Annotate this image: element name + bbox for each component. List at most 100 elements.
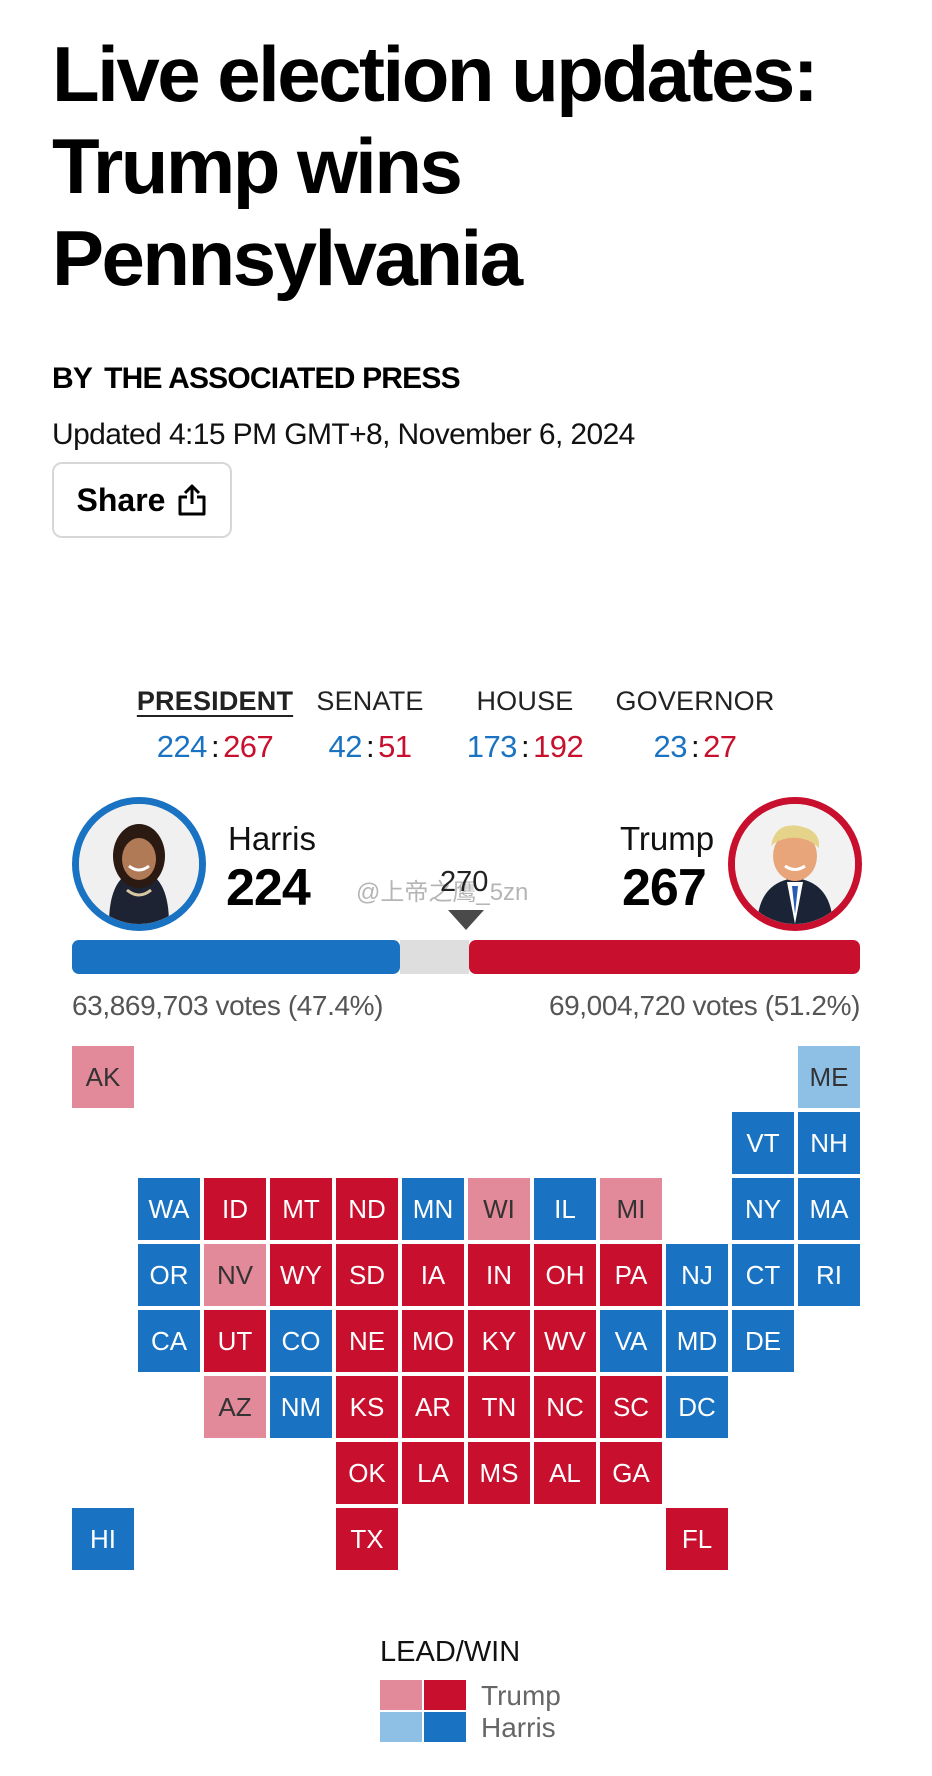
race-tabs: PRESIDENT 224:267 SENATE 42:51 HOUSE 173… — [130, 686, 810, 776]
state-tile-wv[interactable]: WV — [534, 1310, 596, 1372]
tab-house[interactable]: HOUSE 173:192 — [440, 686, 610, 765]
threshold-label: 270 — [440, 866, 489, 898]
state-tile-ia[interactable]: IA — [402, 1244, 464, 1306]
trump-name: Trump — [620, 820, 715, 857]
legend-title: LEAD/WIN — [380, 1636, 521, 1668]
state-tile-wy[interactable]: WY — [270, 1244, 332, 1306]
uncalled-bar-segment — [400, 940, 469, 974]
dem-count: 42 — [328, 729, 362, 764]
state-tile-ny[interactable]: NY — [732, 1178, 794, 1240]
state-tile-ca[interactable]: CA — [138, 1310, 200, 1372]
state-tile-nm[interactable]: NM — [270, 1376, 332, 1438]
trump-avatar — [728, 797, 862, 931]
state-tile-ms[interactable]: MS — [468, 1442, 530, 1504]
state-tile-ri[interactable]: RI — [798, 1244, 860, 1306]
share-button[interactable]: Share — [52, 462, 232, 538]
state-tile-nv[interactable]: NV — [204, 1244, 266, 1306]
state-tile-ar[interactable]: AR — [402, 1376, 464, 1438]
tab-score: 42:51 — [328, 729, 412, 764]
tab-label: SENATE — [316, 686, 424, 716]
state-tile-or[interactable]: OR — [138, 1244, 200, 1306]
state-tile-wi[interactable]: WI — [468, 1178, 530, 1240]
dem-count: 173 — [466, 729, 518, 764]
state-tile-al[interactable]: AL — [534, 1442, 596, 1504]
dem-count: 23 — [653, 729, 687, 764]
state-tile-dc[interactable]: DC — [666, 1376, 728, 1438]
state-tile-nd[interactable]: ND — [336, 1178, 398, 1240]
tab-governor[interactable]: GOVERNOR 23:27 — [610, 686, 780, 765]
rep-count: 27 — [703, 729, 737, 764]
legend-harris-win-swatch — [424, 1712, 466, 1742]
state-tile-ky[interactable]: KY — [468, 1310, 530, 1372]
tab-score: 173:192 — [466, 729, 584, 764]
harris-bar-segment — [72, 940, 400, 974]
state-tile-me[interactable]: ME — [798, 1046, 860, 1108]
state-tile-mn[interactable]: MN — [402, 1178, 464, 1240]
harris-avatar — [72, 797, 206, 931]
share-button-label: Share — [76, 481, 166, 518]
state-tile-mi[interactable]: MI — [600, 1178, 662, 1240]
byline: BY THE ASSOCIATED PRESS — [52, 362, 472, 396]
legend-harris-lead-swatch — [380, 1712, 422, 1742]
state-tile-ks[interactable]: KS — [336, 1376, 398, 1438]
byline-prefix: BY — [52, 362, 93, 395]
legend-harris-label: Harris — [481, 1712, 556, 1743]
state-tile-mo[interactable]: MO — [402, 1310, 464, 1372]
state-tile-ok[interactable]: OK — [336, 1442, 398, 1504]
tab-president[interactable]: PRESIDENT 224:267 — [130, 686, 300, 765]
byline-author[interactable]: THE ASSOCIATED PRESS — [104, 362, 461, 395]
state-tile-ma[interactable]: MA — [798, 1178, 860, 1240]
dem-count: 224 — [156, 729, 208, 764]
state-tile-pa[interactable]: PA — [600, 1244, 662, 1306]
state-tile-ct[interactable]: CT — [732, 1244, 794, 1306]
rep-count: 51 — [378, 729, 412, 764]
state-tile-ga[interactable]: GA — [600, 1442, 662, 1504]
electoral-vote-bar — [72, 940, 860, 974]
harris-popular-vote: 63,869,703 votes (47.4%) — [72, 990, 384, 1021]
harris-electoral-votes: 224 — [226, 859, 311, 917]
state-tile-il[interactable]: IL — [534, 1178, 596, 1240]
tab-label: GOVERNOR — [615, 686, 775, 716]
tab-senate[interactable]: SENATE 42:51 — [285, 686, 455, 765]
share-icon — [178, 484, 206, 516]
updated-timestamp: Updated 4:15 PM GMT+8, November 6, 2024 — [52, 418, 635, 451]
page-title: Live election updates: Trump wins Pennsy… — [52, 30, 819, 302]
watermark: @上帝之鹰_5zn — [356, 879, 529, 906]
trump-popular-vote: 69,004,720 votes (51.2%) — [548, 990, 860, 1021]
state-tile-co[interactable]: CO — [270, 1310, 332, 1372]
state-tile-de[interactable]: DE — [732, 1310, 794, 1372]
legend-trump-lead-swatch — [380, 1680, 422, 1710]
tab-score: 23:27 — [653, 729, 737, 764]
trump-bar-segment — [469, 940, 860, 974]
state-tile-oh[interactable]: OH — [534, 1244, 596, 1306]
legend-trump-label: Trump — [481, 1680, 561, 1711]
state-tile-md[interactable]: MD — [666, 1310, 728, 1372]
rep-count: 267 — [223, 729, 274, 764]
threshold-marker — [448, 910, 484, 930]
state-tile-nj[interactable]: NJ — [666, 1244, 728, 1306]
state-tile-sc[interactable]: SC — [600, 1376, 662, 1438]
state-tile-mt[interactable]: MT — [270, 1178, 332, 1240]
harris-name: Harris — [228, 820, 316, 857]
state-tile-vt[interactable]: VT — [732, 1112, 794, 1174]
state-tile-ak[interactable]: AK — [72, 1046, 134, 1108]
legend-trump-win-swatch — [424, 1680, 466, 1710]
state-tile-tn[interactable]: TN — [468, 1376, 530, 1438]
trump-electoral-votes: 267 — [622, 859, 707, 917]
state-tile-nc[interactable]: NC — [534, 1376, 596, 1438]
state-tile-wa[interactable]: WA — [138, 1178, 200, 1240]
state-tile-az[interactable]: AZ — [204, 1376, 266, 1438]
state-tile-id[interactable]: ID — [204, 1178, 266, 1240]
tab-score: 224:267 — [156, 729, 274, 764]
tab-label: HOUSE — [476, 686, 574, 716]
state-tile-tx[interactable]: TX — [336, 1508, 398, 1570]
state-tile-hi[interactable]: HI — [72, 1508, 134, 1570]
state-tile-sd[interactable]: SD — [336, 1244, 398, 1306]
state-tile-nh[interactable]: NH — [798, 1112, 860, 1174]
state-tile-ne[interactable]: NE — [336, 1310, 398, 1372]
state-tile-in[interactable]: IN — [468, 1244, 530, 1306]
state-tile-va[interactable]: VA — [600, 1310, 662, 1372]
state-tile-ut[interactable]: UT — [204, 1310, 266, 1372]
state-tile-fl[interactable]: FL — [666, 1508, 728, 1570]
state-tile-la[interactable]: LA — [402, 1442, 464, 1504]
